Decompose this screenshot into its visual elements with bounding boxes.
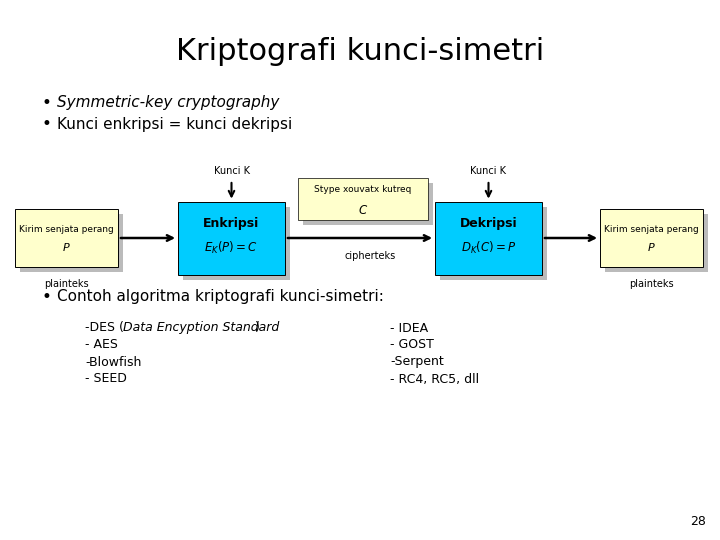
Text: Kunci K: Kunci K — [470, 166, 506, 176]
Text: •: • — [42, 288, 52, 306]
Text: Symmetric-key cryptography: Symmetric-key cryptography — [57, 96, 279, 111]
Text: Kunci K: Kunci K — [214, 166, 250, 176]
Text: - GOST: - GOST — [390, 339, 434, 352]
Text: plainteks: plainteks — [44, 279, 89, 289]
Bar — [183, 206, 290, 280]
Text: -DES (: -DES ( — [85, 321, 124, 334]
Text: Kunci enkripsi = kunci dekripsi: Kunci enkripsi = kunci dekripsi — [57, 117, 292, 132]
Text: •: • — [42, 115, 52, 133]
Text: - AES: - AES — [85, 339, 118, 352]
Bar — [605, 214, 708, 272]
Bar — [298, 178, 428, 220]
Text: Dekripsi: Dekripsi — [459, 218, 517, 231]
Bar — [15, 209, 118, 267]
Text: - IDEA: - IDEA — [390, 321, 428, 334]
Text: Kirim senjata perang: Kirim senjata perang — [19, 226, 114, 234]
Text: $E_K(P) = C$: $E_K(P) = C$ — [204, 240, 258, 256]
Bar — [303, 183, 433, 225]
Text: - SEED: - SEED — [85, 373, 127, 386]
Text: P: P — [63, 243, 70, 253]
Bar — [178, 201, 285, 274]
Text: Kriptografi kunci-simetri: Kriptografi kunci-simetri — [176, 37, 544, 66]
Text: Enkripsi: Enkripsi — [203, 218, 260, 231]
Text: •: • — [42, 94, 52, 112]
Text: C: C — [359, 205, 367, 218]
Bar — [435, 201, 542, 274]
Text: ): ) — [255, 321, 260, 334]
Text: $D_K(C) = P$: $D_K(C) = P$ — [461, 240, 516, 256]
Bar — [600, 209, 703, 267]
Text: Data Encyption Standard: Data Encyption Standard — [123, 321, 279, 334]
Text: cipherteks: cipherteks — [344, 251, 395, 261]
Bar — [440, 206, 547, 280]
Bar — [20, 214, 123, 272]
Text: -Serpent: -Serpent — [390, 355, 444, 368]
Text: - RC4, RC5, dll: - RC4, RC5, dll — [390, 373, 479, 386]
Text: P: P — [648, 243, 655, 253]
Text: Contoh algoritma kriptografi kunci-simetri:: Contoh algoritma kriptografi kunci-simet… — [57, 289, 384, 305]
Text: Kirim senjata perang: Kirim senjata perang — [604, 226, 699, 234]
Text: Stype xouvatx kutreq: Stype xouvatx kutreq — [315, 186, 412, 194]
Text: plainteks: plainteks — [629, 279, 674, 289]
Text: 28: 28 — [690, 515, 706, 528]
Text: -Blowfish: -Blowfish — [85, 355, 141, 368]
